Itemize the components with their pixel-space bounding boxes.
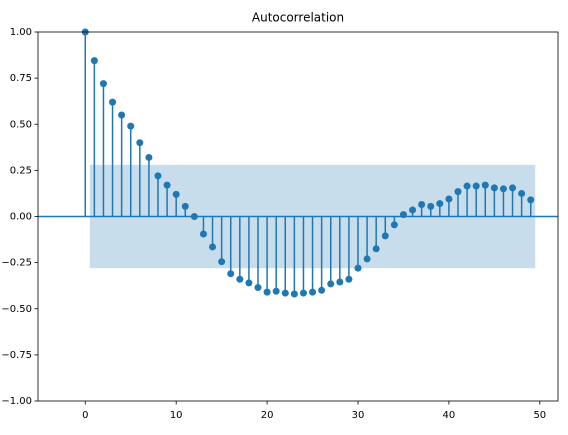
x-tick-label: 40: [443, 410, 456, 421]
marker: [218, 258, 226, 266]
y-tick-label: 0.75: [10, 73, 32, 84]
marker: [409, 206, 417, 214]
marker: [327, 280, 335, 288]
marker: [345, 275, 353, 283]
marker: [390, 221, 398, 229]
marker: [318, 286, 326, 294]
marker: [254, 284, 262, 292]
marker: [427, 202, 435, 210]
marker: [454, 188, 462, 196]
x-tick-label: 50: [533, 410, 546, 421]
marker: [172, 190, 180, 198]
marker: [263, 288, 271, 296]
x-tick-label: 20: [261, 410, 274, 421]
y-tick-label: 0.00: [10, 212, 32, 223]
y-tick-label: 0.25: [10, 165, 32, 176]
marker: [281, 289, 289, 297]
marker: [463, 182, 471, 190]
marker: [309, 288, 317, 296]
marker: [99, 80, 107, 88]
marker: [472, 182, 480, 190]
marker: [127, 122, 135, 130]
marker: [436, 200, 444, 208]
marker: [136, 139, 144, 147]
x-tick-label: 10: [170, 410, 183, 421]
y-tick-label: −0.75: [1, 350, 32, 361]
y-tick-label: −0.50: [1, 304, 32, 315]
marker: [199, 230, 207, 238]
marker: [363, 255, 371, 263]
y-tick-label: 0.50: [10, 119, 32, 130]
marker: [336, 278, 344, 286]
marker: [227, 270, 235, 278]
marker: [372, 245, 380, 253]
marker: [490, 184, 498, 192]
marker: [509, 184, 517, 192]
x-tick-label: 0: [82, 410, 88, 421]
marker: [399, 211, 407, 219]
marker: [109, 98, 117, 106]
marker: [90, 57, 98, 65]
y-tick-label: −1.00: [1, 396, 32, 407]
marker: [181, 202, 189, 210]
marker: [481, 181, 489, 189]
y-tick-label: −0.25: [1, 258, 32, 269]
chart-title: Autocorrelation: [252, 11, 344, 25]
marker: [354, 264, 362, 272]
marker: [145, 153, 153, 161]
marker: [272, 287, 280, 295]
marker: [499, 185, 507, 193]
marker: [154, 172, 162, 180]
marker: [518, 189, 526, 197]
marker: [118, 111, 126, 119]
x-tick-label: 30: [352, 410, 365, 421]
marker: [418, 201, 426, 209]
marker: [163, 181, 171, 189]
y-tick-label: 1.00: [10, 27, 32, 38]
marker: [445, 195, 453, 203]
marker: [236, 275, 244, 283]
marker: [299, 289, 307, 297]
marker: [209, 243, 217, 251]
marker: [527, 196, 535, 204]
marker: [290, 290, 298, 298]
marker: [381, 232, 389, 240]
marker: [190, 213, 198, 220]
marker: [245, 279, 253, 287]
